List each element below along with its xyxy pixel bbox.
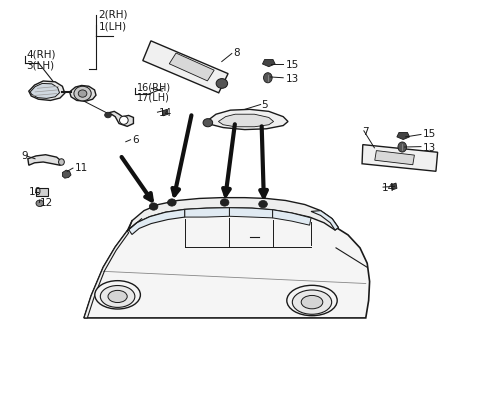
Text: 14: 14 bbox=[382, 183, 395, 193]
Text: 14: 14 bbox=[158, 109, 172, 118]
Text: 4(RH): 4(RH) bbox=[26, 50, 56, 60]
Polygon shape bbox=[185, 208, 229, 217]
Polygon shape bbox=[108, 111, 133, 126]
Circle shape bbox=[216, 79, 228, 88]
Circle shape bbox=[259, 200, 267, 208]
Ellipse shape bbox=[120, 116, 128, 124]
Polygon shape bbox=[206, 109, 288, 130]
Ellipse shape bbox=[95, 281, 140, 309]
Text: 11: 11 bbox=[74, 163, 88, 173]
Text: 6: 6 bbox=[132, 135, 139, 145]
Circle shape bbox=[149, 203, 158, 210]
Bar bbox=[36, 188, 48, 196]
Polygon shape bbox=[218, 114, 274, 127]
Text: 17(LH): 17(LH) bbox=[137, 92, 169, 102]
Polygon shape bbox=[84, 231, 129, 318]
Circle shape bbox=[36, 200, 44, 207]
Text: 7: 7 bbox=[362, 127, 369, 136]
Polygon shape bbox=[143, 41, 228, 93]
Polygon shape bbox=[391, 183, 397, 190]
Polygon shape bbox=[362, 145, 438, 171]
Polygon shape bbox=[129, 198, 338, 230]
Ellipse shape bbox=[59, 159, 64, 165]
Ellipse shape bbox=[108, 290, 127, 303]
Circle shape bbox=[220, 199, 229, 206]
Text: 10: 10 bbox=[29, 188, 42, 197]
Text: 2(RH): 2(RH) bbox=[98, 9, 128, 19]
Circle shape bbox=[168, 199, 176, 206]
Text: 8: 8 bbox=[233, 48, 240, 58]
Text: 16(RH): 16(RH) bbox=[137, 82, 171, 92]
Polygon shape bbox=[70, 85, 96, 101]
Polygon shape bbox=[129, 209, 185, 234]
Ellipse shape bbox=[301, 296, 323, 309]
Ellipse shape bbox=[100, 286, 135, 307]
Circle shape bbox=[105, 112, 111, 118]
Polygon shape bbox=[311, 211, 338, 230]
Circle shape bbox=[203, 119, 213, 127]
Polygon shape bbox=[375, 151, 414, 165]
Text: 15: 15 bbox=[422, 130, 436, 139]
Polygon shape bbox=[28, 155, 62, 165]
Polygon shape bbox=[273, 210, 311, 225]
Circle shape bbox=[74, 86, 91, 101]
Text: 13: 13 bbox=[422, 143, 436, 153]
Polygon shape bbox=[62, 170, 71, 178]
Text: 13: 13 bbox=[286, 74, 299, 84]
Polygon shape bbox=[397, 132, 409, 140]
Text: 1(LH): 1(LH) bbox=[98, 21, 127, 31]
Polygon shape bbox=[29, 81, 65, 100]
Text: 5: 5 bbox=[262, 100, 268, 110]
Text: 12: 12 bbox=[39, 198, 53, 208]
Ellipse shape bbox=[287, 285, 337, 316]
Circle shape bbox=[78, 90, 87, 97]
Ellipse shape bbox=[264, 73, 272, 83]
Text: 9: 9 bbox=[22, 151, 28, 161]
Polygon shape bbox=[84, 205, 370, 318]
Polygon shape bbox=[162, 109, 168, 116]
Polygon shape bbox=[30, 83, 60, 98]
Polygon shape bbox=[169, 53, 214, 81]
Text: 15: 15 bbox=[286, 60, 299, 70]
Polygon shape bbox=[229, 208, 273, 218]
Ellipse shape bbox=[292, 290, 332, 314]
Polygon shape bbox=[263, 60, 275, 67]
Ellipse shape bbox=[398, 142, 407, 152]
Text: 3(LH): 3(LH) bbox=[26, 61, 55, 70]
